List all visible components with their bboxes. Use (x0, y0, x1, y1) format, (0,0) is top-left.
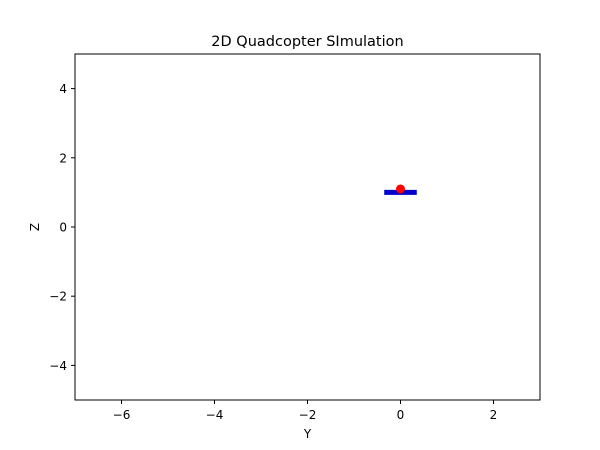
y-tick-label: 2 (59, 151, 67, 165)
y-tick-label: −2 (49, 290, 67, 304)
plot-frame (74, 53, 541, 401)
y-axis-label: Z (28, 223, 42, 231)
chart-title: 2D Quadcopter SImulation (211, 34, 403, 50)
x-tick-label: 0 (397, 408, 405, 422)
x-tick-label: −6 (113, 408, 131, 422)
x-tick-label: −2 (299, 408, 317, 422)
y-tick-label: −4 (49, 359, 67, 373)
y-tick-label: 0 (59, 221, 67, 235)
quadcopter-center-point (396, 184, 405, 194)
x-axis-ticks: −6 −4 −2 0 2 (113, 400, 498, 422)
y-axis-ticks: 4 2 0 −2 −4 (49, 82, 75, 373)
y-tick-label: 4 (59, 82, 67, 96)
x-tick-label: 2 (490, 408, 498, 422)
plot-marks (384, 184, 417, 195)
x-tick-label: −4 (206, 408, 224, 422)
x-axis-label: Y (303, 427, 312, 441)
